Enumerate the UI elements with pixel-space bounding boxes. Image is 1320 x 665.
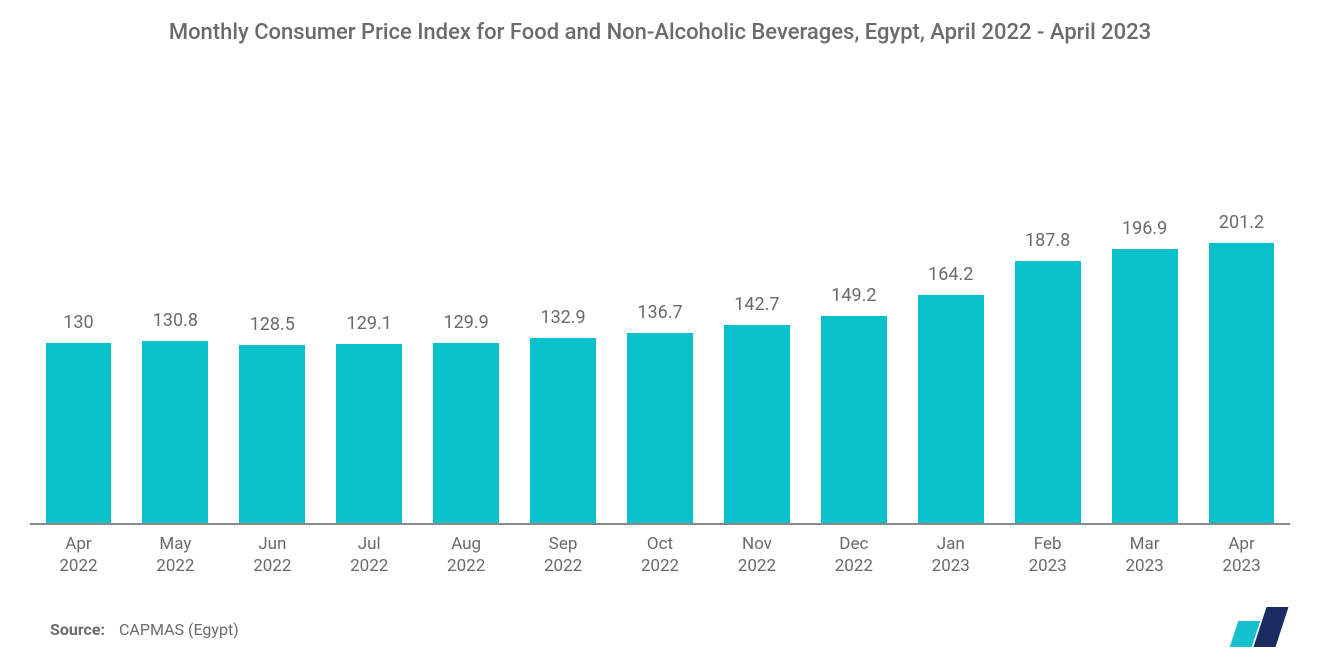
value-label: 130.8 (153, 310, 198, 331)
bar-slot: 164.2 (902, 160, 999, 525)
x-label: Feb 2023 (999, 533, 1096, 577)
value-label: 142.7 (734, 294, 779, 315)
value-label: 196.9 (1122, 218, 1167, 239)
bar (918, 295, 984, 526)
x-label: Oct 2022 (612, 533, 709, 577)
value-label: 201.2 (1219, 212, 1264, 233)
bar (1209, 243, 1275, 525)
bar-slot: 129.9 (418, 160, 515, 525)
bar-slot: 196.9 (1096, 160, 1193, 525)
source-line: Source: CAPMAS (Egypt) (50, 620, 239, 639)
x-label: Jul 2022 (321, 533, 418, 577)
value-label: 130 (63, 312, 93, 333)
bar (1112, 249, 1178, 525)
x-label: Aug 2022 (418, 533, 515, 577)
x-label: Apr 2022 (30, 533, 127, 577)
logo-bar-right (1254, 607, 1289, 647)
value-label: 187.8 (1025, 230, 1070, 251)
bar (627, 333, 693, 525)
value-label: 136.7 (637, 302, 682, 323)
bar-slot: 142.7 (708, 160, 805, 525)
bar-slot: 136.7 (612, 160, 709, 525)
mordor-logo-icon (1230, 607, 1290, 647)
value-label: 149.2 (831, 285, 876, 306)
bar (530, 338, 596, 525)
bar-slot: 129.1 (321, 160, 418, 525)
x-label: Apr 2023 (1193, 533, 1290, 577)
value-label: 164.2 (928, 264, 973, 285)
value-label: 132.9 (540, 307, 585, 328)
x-label: May 2022 (127, 533, 224, 577)
value-label: 129.1 (347, 313, 392, 334)
plot-area: 130 130.8 128.5 129.1 129.9 132.9 (30, 160, 1290, 525)
x-label: Mar 2023 (1096, 533, 1193, 577)
bars-container: 130 130.8 128.5 129.1 129.9 132.9 (30, 160, 1290, 525)
bar-slot: 130.8 (127, 160, 224, 525)
value-label: 128.5 (250, 314, 295, 335)
bar-slot: 187.8 (999, 160, 1096, 525)
bar-slot: 132.9 (515, 160, 612, 525)
bar (821, 316, 887, 525)
bar (336, 344, 402, 525)
bar (142, 341, 208, 525)
bar (46, 343, 112, 526)
bar (724, 325, 790, 525)
bar-slot: 201.2 (1193, 160, 1290, 525)
bar-slot: 130 (30, 160, 127, 525)
x-label: Jun 2022 (224, 533, 321, 577)
bar (433, 343, 499, 525)
x-axis-line (30, 523, 1290, 525)
bar-slot: 149.2 (805, 160, 902, 525)
bar (1015, 261, 1081, 525)
cpi-bar-chart: Monthly Consumer Price Index for Food an… (0, 0, 1320, 665)
x-label: Nov 2022 (708, 533, 805, 577)
x-label: Dec 2022 (805, 533, 902, 577)
x-label: Sep 2022 (515, 533, 612, 577)
bar-slot: 128.5 (224, 160, 321, 525)
source-label: Source: (50, 620, 105, 639)
source-text: CAPMAS (Egypt) (119, 620, 239, 639)
chart-title: Monthly Consumer Price Index for Food an… (0, 18, 1320, 48)
x-label: Jan 2023 (902, 533, 999, 577)
value-label: 129.9 (444, 312, 489, 333)
bar (239, 345, 305, 525)
x-axis-labels: Apr 2022 May 2022 Jun 2022 Jul 2022 Aug … (30, 533, 1290, 577)
